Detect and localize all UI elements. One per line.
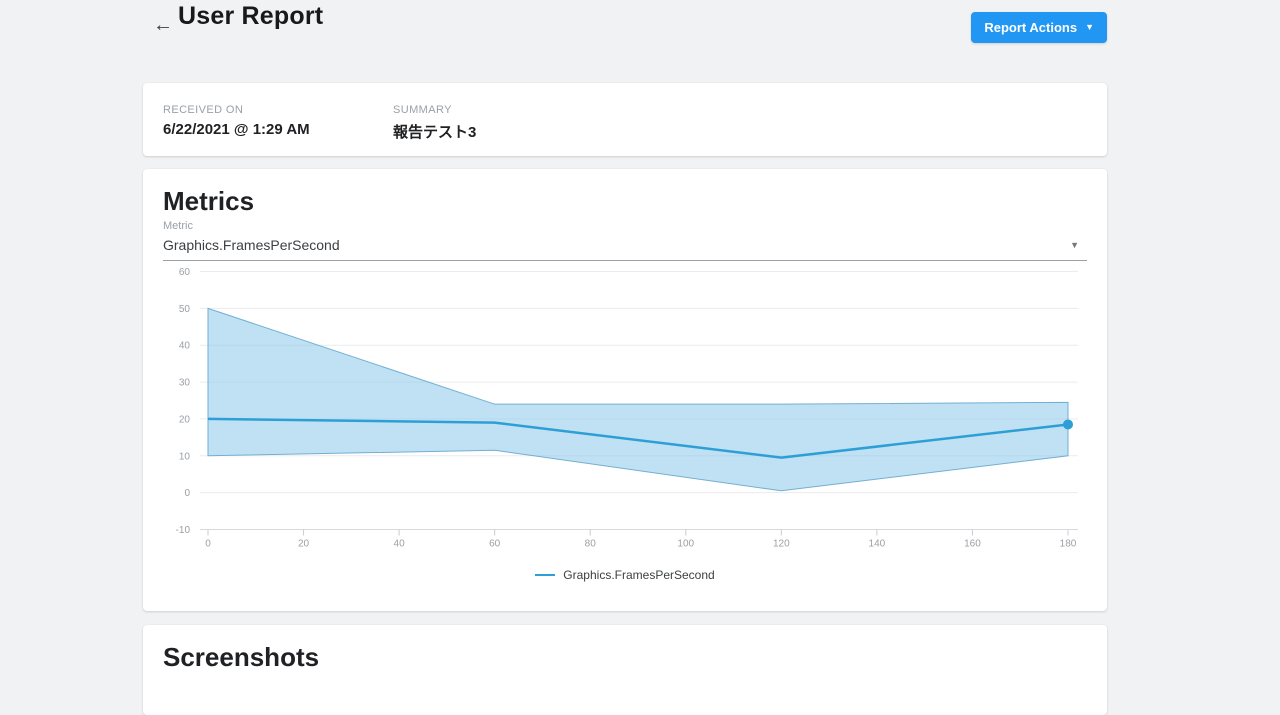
- y-tick-label: -10: [176, 525, 191, 536]
- x-tick-label: 20: [298, 539, 310, 550]
- screenshots-title: Screenshots: [163, 642, 320, 672]
- summary-field: SUMMARY 報告テスト3: [393, 104, 623, 142]
- screenshots-card: Screenshots: [143, 625, 1107, 715]
- metric-selected-value: Graphics.FramesPerSecond: [163, 237, 340, 253]
- y-tick-label: 40: [179, 341, 191, 352]
- page-title: User Report: [178, 2, 324, 30]
- summary-label: SUMMARY: [393, 104, 452, 116]
- metrics-chart-area: -10 0 10 20 30 40 50 60 0 20 40 60 80 100 120 140 160 180: [163, 264, 1087, 554]
- metrics-card: Metrics Metric Graphics.FramesPerSecond …: [143, 169, 1107, 611]
- y-tick-label: 30: [179, 378, 191, 389]
- min-max-band: [207, 307, 1069, 492]
- legend-line-swatch: [535, 574, 556, 576]
- summary-value: 報告テスト3: [393, 124, 477, 141]
- fps-line-chart: -10 0 10 20 30 40 50 60 0 20 40 60 80 100 120 140 160 180: [176, 267, 1078, 550]
- back-arrow-button[interactable]: ←: [153, 14, 173, 36]
- x-tick-label: 140: [869, 539, 886, 550]
- metrics-title: Metrics: [163, 186, 255, 216]
- avg-line: [207, 417, 1069, 459]
- received-on-field: RECEIVED ON 6/22/2021 @ 1:29 AM: [163, 104, 393, 142]
- y-tick-label: 0: [184, 488, 190, 499]
- y-tick-label: 10: [179, 451, 191, 462]
- x-tick-label: 60: [489, 539, 501, 550]
- y-tick-label: 50: [179, 304, 191, 315]
- report-info-card: RECEIVED ON 6/22/2021 @ 1:29 AM SUMMARY …: [143, 83, 1107, 156]
- metric-field-label: Metric: [163, 220, 193, 232]
- x-tick-label: 180: [1060, 539, 1077, 550]
- y-tick-label: 60: [179, 267, 191, 278]
- report-actions-label: Report Actions: [984, 20, 1078, 35]
- dropdown-caret-icon: ▼: [1070, 240, 1079, 250]
- y-tick-label: 20: [179, 414, 191, 425]
- legend-series-label: Graphics.FramesPerSecond: [563, 568, 715, 582]
- chart-legend: Graphics.FramesPerSecond: [163, 568, 1087, 582]
- x-tick-label: 120: [773, 539, 790, 550]
- chevron-down-icon: ▼: [1085, 22, 1094, 32]
- page-header: ← User Report Report Actions ▼: [143, 0, 1107, 56]
- received-on-value: 6/22/2021 @ 1:29 AM: [163, 121, 310, 138]
- x-tick-label: 80: [585, 539, 597, 550]
- x-tick-label: 160: [964, 539, 981, 550]
- metric-select-dropdown[interactable]: Graphics.FramesPerSecond ▼: [163, 232, 1087, 261]
- received-on-label: RECEIVED ON: [163, 104, 244, 116]
- line-end-point: [1063, 419, 1073, 430]
- x-tick-label: 0: [205, 539, 211, 550]
- x-tick-label: 100: [677, 539, 694, 550]
- x-tick-label: 40: [394, 539, 406, 550]
- report-actions-button[interactable]: Report Actions ▼: [971, 12, 1107, 43]
